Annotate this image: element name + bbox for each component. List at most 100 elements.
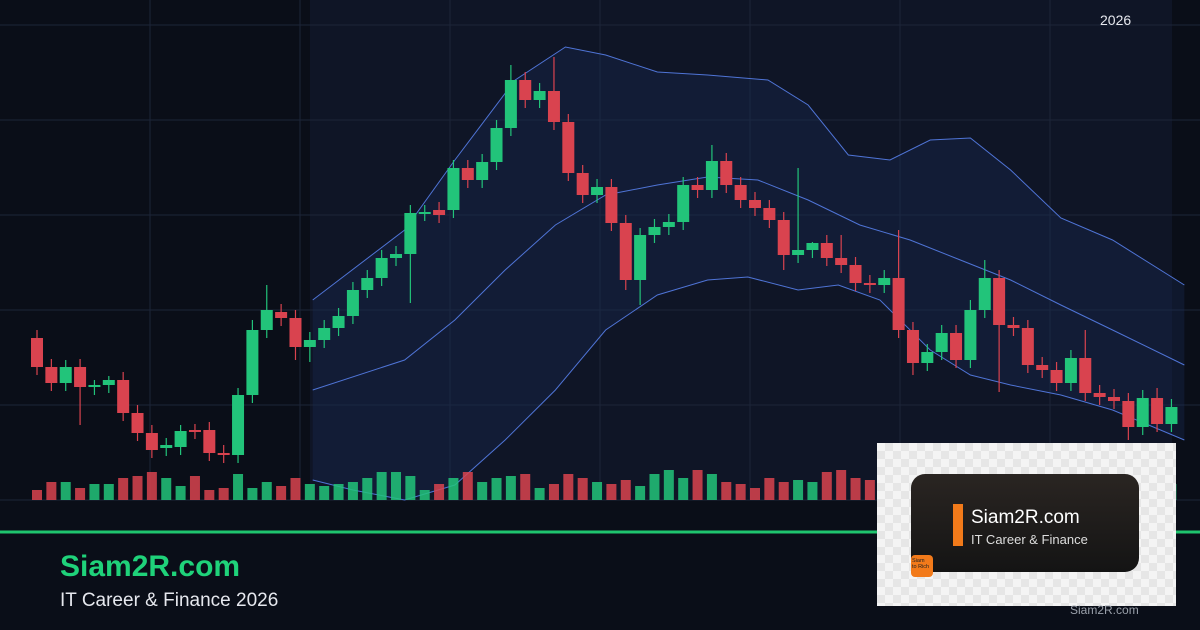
volume-bar [391,472,401,500]
volume-bar [261,482,272,500]
candle-body [203,430,216,453]
candle-body [303,340,316,347]
logo-panel: Siam2R.com IT Career & Finance Siam to R… [877,443,1176,606]
candle-body [705,161,718,190]
candle-body [662,222,675,227]
candle-body [749,200,761,208]
candle-body [878,278,891,285]
candle-body [806,243,819,250]
volume-bar [620,480,631,500]
band-line [312,176,1185,391]
volume-bar [175,486,186,500]
logo-badge: Siam to Rich [911,555,933,577]
candle-body [188,430,201,432]
candle-body [964,310,977,360]
candle-body [361,278,374,290]
volume-bar [103,484,114,500]
volume-bar [735,484,746,500]
candle-body [849,265,862,283]
candle-body [375,258,388,278]
candle-body [562,122,575,173]
volume-bar [146,472,157,500]
badge-text: to Rich [912,564,930,570]
candle-body [576,173,589,195]
candle-body [447,168,460,210]
volume-bar [290,478,301,500]
candle-body [978,278,991,310]
volume-bar [692,470,703,500]
volume-bar [864,480,875,500]
band-fill [312,47,1185,500]
candle-body [346,290,359,316]
volume-bar [434,484,445,500]
candle-body [921,352,934,363]
candle-body [777,220,790,255]
candle-body [634,235,647,280]
candle-body [533,91,546,100]
candle-body [1021,328,1034,365]
candle-body [404,213,417,254]
volume-bar [132,476,143,500]
brand-subtitle: IT Career & Finance 2026 [60,590,279,611]
volume-bar [721,482,732,500]
volume-bar [606,484,617,500]
logo-subtitle: IT Career & Finance [971,532,1088,547]
volume-bar [563,474,574,500]
volume-bar [362,478,373,500]
candle-body [950,333,963,360]
candle-body [59,367,72,383]
candle-body [174,431,187,447]
volume-bar [793,480,804,500]
volume-bar [678,478,689,500]
grid [0,0,1200,501]
volume-bar [218,488,229,500]
candle-body [734,185,747,200]
volume-bar [477,482,488,500]
candle-body [490,128,503,162]
candle-body [289,318,302,347]
candle-body [720,161,733,185]
volume-bar [189,476,200,500]
watermark: Siam2R.com [1070,603,1139,617]
candle-body [1050,370,1063,383]
volume-bar [491,478,502,500]
volume-bar [448,478,459,500]
candle-body [677,185,690,222]
brand-title: Siam2R.com [60,550,241,583]
candle-body [1064,358,1077,383]
volume-bar [204,490,215,500]
candle-body [1093,393,1106,397]
volume-bar [577,478,588,500]
volume-bar [635,486,646,500]
candle-body [1122,401,1135,427]
volume-bar [89,484,100,500]
candle-body [892,278,905,330]
candle-body [691,185,704,190]
volume-bar [764,478,775,500]
candle-body [605,187,618,223]
candle-body [217,453,230,455]
candle-body [1151,398,1164,424]
candle-body [332,316,345,328]
candle-body [547,91,560,122]
candle-body [504,80,517,128]
volume-bar [247,488,258,500]
volume-bar [505,476,516,500]
candle-body [275,312,288,318]
candle-body [145,433,158,450]
volume-bar [32,490,42,500]
candle-body [519,80,532,100]
candle-body [131,413,144,433]
badge-text: Siam [912,558,925,564]
candle-body [1079,358,1092,393]
volume-bar [778,482,789,500]
candle-body [619,223,632,280]
volume-bar [836,470,847,500]
candle-body [763,208,776,220]
volume-bar [333,484,344,500]
candle-body [260,310,273,330]
candle-body [792,250,805,255]
candle-body [1036,365,1049,370]
candle-body [820,243,833,258]
